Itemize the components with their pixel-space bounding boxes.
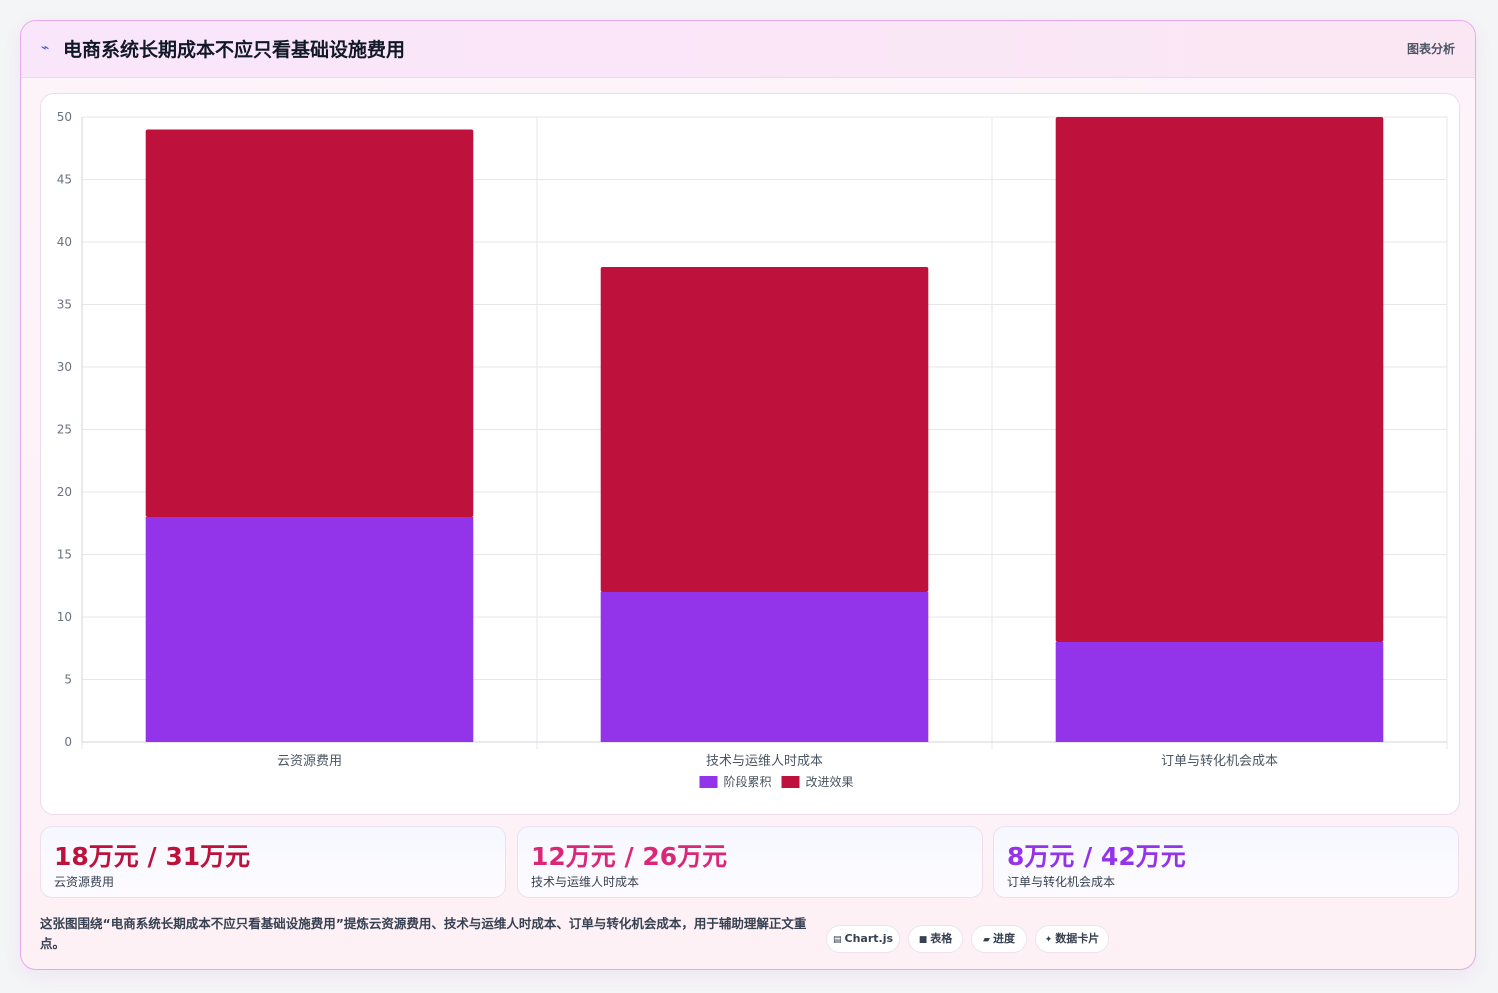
stat-card-ops: 12万元 / 26万元 技术与运维人时成本 — [517, 826, 983, 898]
y-tick-label: 25 — [57, 423, 72, 437]
y-tick-label: 5 — [64, 673, 72, 687]
y-tick-label: 15 — [57, 548, 72, 562]
legend-swatch — [699, 776, 718, 788]
chip-label: 表格 — [930, 932, 953, 945]
stacked-bar-chart: 0 5 10 15 20 25 30 35 40 45 50 云资源费用 技术与运维人时成本 订单与转化机… — [57, 110, 1448, 789]
legend-label: 阶段累积 — [724, 774, 772, 789]
bar-segment — [600, 592, 929, 742]
x-tick-label: 技术与运维人时成本 — [706, 754, 823, 769]
x-tick-label: 云资源费用 — [277, 754, 342, 769]
y-tick-label: 30 — [57, 360, 72, 374]
y-tick-label: 40 — [57, 235, 72, 249]
stat-label: 技术与运维人时成本 — [531, 875, 640, 889]
legend-swatch — [781, 776, 800, 788]
chip-label: 进度 — [992, 932, 1015, 945]
bar-segment — [1055, 642, 1384, 742]
sparkle-icon: ✦ — [1044, 935, 1053, 945]
y-tick-label: 10 — [57, 610, 72, 624]
chip-label: Chart.js — [844, 932, 894, 945]
stat-label: 云资源费用 — [54, 875, 115, 889]
y-tick-label: 20 — [57, 485, 72, 499]
stat-value: 8万元 / 42万元 — [1007, 842, 1186, 871]
stat-card-order: 8万元 / 42万元 订单与转化机会成本 — [993, 826, 1459, 898]
x-tick-label: 订单与转化机会成本 — [1161, 754, 1278, 769]
stat-cards: 18万元 / 31万元 云资源费用 12万元 / 26万元 技术与运维人时成本 … — [40, 826, 1459, 898]
bar-segment — [145, 129, 474, 517]
chart-card: ⌁ 电商系统长期成本不应只看基础设施费用 图表分析 0 5 10 15 20 25 30 35… — [20, 20, 1476, 970]
chart-line-icon: ⌁ — [41, 40, 50, 56]
bar-segment — [1055, 117, 1384, 642]
chip-data-card[interactable]: ✦ 数据卡片 — [1035, 925, 1109, 953]
chip-table[interactable]: ■ 表格 — [908, 925, 963, 953]
legend-label: 改进效果 — [806, 774, 854, 789]
y-tick-label: 35 — [57, 298, 72, 312]
bar-segment — [145, 517, 474, 742]
stat-label: 订单与转化机会成本 — [1007, 875, 1116, 889]
chip-label: 数据卡片 — [1055, 932, 1100, 945]
card-header: ⌁ 电商系统长期成本不应只看基础设施费用 图表分析 — [21, 21, 1475, 78]
header-tag: 图表分析 — [1406, 42, 1455, 56]
chart-panel: 0 5 10 15 20 25 30 35 40 45 50 云资源费用 技术与运维人时成本 订单与转化机… — [40, 93, 1460, 815]
table-icon: ■ — [918, 935, 928, 945]
chart-description: 这张图围绕“电商系统长期成本不应只看基础设施费用”提炼云资源费用、技术与运维人时… — [40, 916, 807, 951]
stat-card-cloud: 18万元 / 31万元 云资源费用 — [40, 826, 506, 898]
bar-segment — [600, 267, 929, 592]
stat-value: 18万元 / 31万元 — [54, 842, 251, 871]
chart-icon: ▤ — [832, 935, 842, 945]
page-title: 电商系统长期成本不应只看基础设施费用 — [63, 39, 406, 61]
y-tick-label: 50 — [57, 110, 72, 124]
chip-progress[interactable]: ▰ 进度 — [971, 925, 1027, 953]
chip-chartjs[interactable]: ▤ Chart.js — [826, 925, 900, 953]
progress-icon: ▰ — [983, 935, 990, 945]
stat-value: 12万元 / 26万元 — [531, 842, 728, 871]
y-tick-label: 45 — [57, 173, 72, 187]
y-tick-label: 0 — [64, 735, 72, 749]
